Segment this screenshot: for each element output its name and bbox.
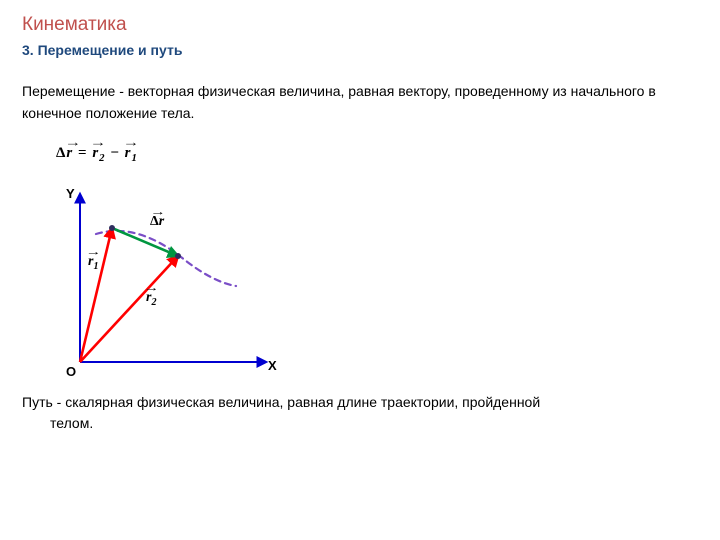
path-definition: Путь - скалярная физическая величина, ра… <box>22 392 698 434</box>
vector-diagram: Y X O r1 r2 Δr <box>36 182 296 392</box>
vector-r1: r1 <box>125 145 138 164</box>
path-definition-line2: телом. <box>22 413 698 434</box>
x-axis-label: X <box>268 358 277 373</box>
path-definition-line1: Путь - скалярная физическая величина, ра… <box>22 394 540 410</box>
y-axis-label: Y <box>66 186 75 201</box>
vector-r2: r2 <box>92 145 105 164</box>
page-title: Кинематика <box>22 14 698 36</box>
displacement-formula: Δr = r2 − r1 <box>56 145 698 164</box>
origin-label: O <box>66 364 76 379</box>
r2-label: r2 <box>146 290 157 308</box>
section-subtitle: 3. Перемещение и путь <box>22 42 698 58</box>
vector-r: r <box>66 145 73 162</box>
displacement-definition: Перемещение - векторная физическая велич… <box>22 80 698 125</box>
delta-r-label: Δr <box>150 214 164 230</box>
r1-label: r1 <box>88 254 99 272</box>
